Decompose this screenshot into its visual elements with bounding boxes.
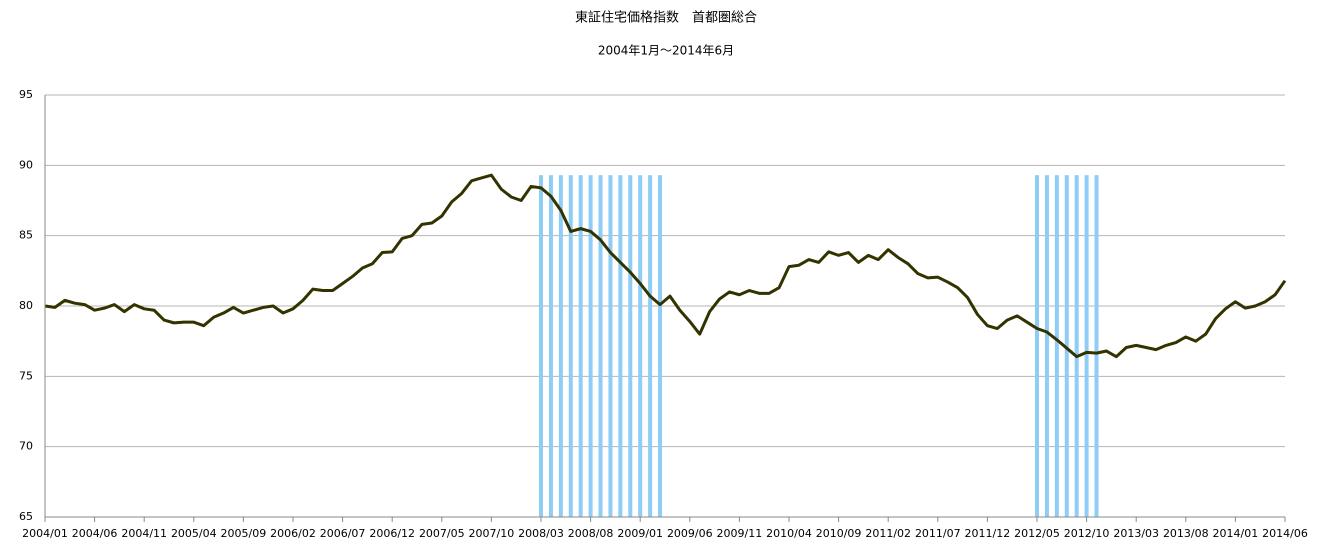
y-tick-label: 75: [19, 369, 33, 382]
x-tick-label: 2005/09: [221, 527, 267, 540]
chart-title: 東証住宅価格指数 首都圏総合: [575, 10, 757, 26]
x-tick-label: 2013/03: [1113, 527, 1159, 540]
x-tick-label: 2014/06: [1262, 527, 1308, 540]
bar: [539, 175, 543, 517]
x-tick-label: 2006/12: [369, 527, 415, 540]
y-tick-label: 85: [19, 229, 33, 242]
x-tick-label: 2011/12: [965, 527, 1011, 540]
y-tick-label: 65: [19, 510, 33, 523]
x-tick-label: 2004/06: [72, 527, 118, 540]
bar: [648, 175, 653, 517]
bar: [1074, 175, 1079, 517]
x-tick-label: 2009/11: [717, 527, 763, 540]
y-tick-label: 90: [19, 158, 33, 171]
x-tick-label: 2013/08: [1163, 527, 1209, 540]
x-tick-label: 2014/01: [1213, 527, 1259, 540]
bar: [548, 175, 553, 517]
x-tick-label: 2008/03: [518, 527, 564, 540]
bar: [588, 175, 593, 517]
bar: [568, 175, 573, 517]
x-tick-label: 2012/10: [1064, 527, 1110, 540]
bar: [1084, 175, 1089, 517]
bar: [628, 175, 633, 517]
x-tick-label: 2004/01: [22, 527, 68, 540]
bar: [1044, 175, 1049, 517]
x-tick-label: 2005/04: [171, 527, 217, 540]
bar: [658, 175, 663, 517]
x-tick-label: 2004/11: [121, 527, 167, 540]
x-tick-label: 2008/08: [568, 527, 614, 540]
bar: [578, 175, 583, 517]
x-tick-label: 2010/09: [816, 527, 862, 540]
x-tick-label: 2006/07: [320, 527, 366, 540]
bar: [618, 175, 623, 517]
y-tick-label: 95: [19, 88, 33, 101]
x-tick-label: 2010/04: [766, 527, 812, 540]
x-tick-label: 2012/05: [1014, 527, 1060, 540]
bar: [598, 175, 603, 517]
x-tick-label: 2006/02: [270, 527, 316, 540]
bar: [1064, 175, 1069, 517]
x-tick-label: 2011/07: [915, 527, 961, 540]
chart-subtitle: 2004年1月～2014年6月: [598, 44, 734, 58]
bar: [1035, 175, 1039, 517]
bar: [608, 175, 613, 517]
y-tick-label: 70: [19, 440, 33, 453]
x-tick-label: 2007/10: [469, 527, 515, 540]
x-tick-label: 2007/05: [419, 527, 465, 540]
bar: [558, 175, 563, 517]
x-tick-label: 2009/06: [667, 527, 713, 540]
x-tick-label: 2011/02: [865, 527, 911, 540]
bar: [638, 175, 643, 517]
bar: [1094, 175, 1099, 517]
y-tick-label: 80: [19, 299, 33, 312]
x-tick-label: 2009/01: [617, 527, 663, 540]
line-series: [44, 173, 1287, 359]
bar: [1054, 175, 1059, 517]
